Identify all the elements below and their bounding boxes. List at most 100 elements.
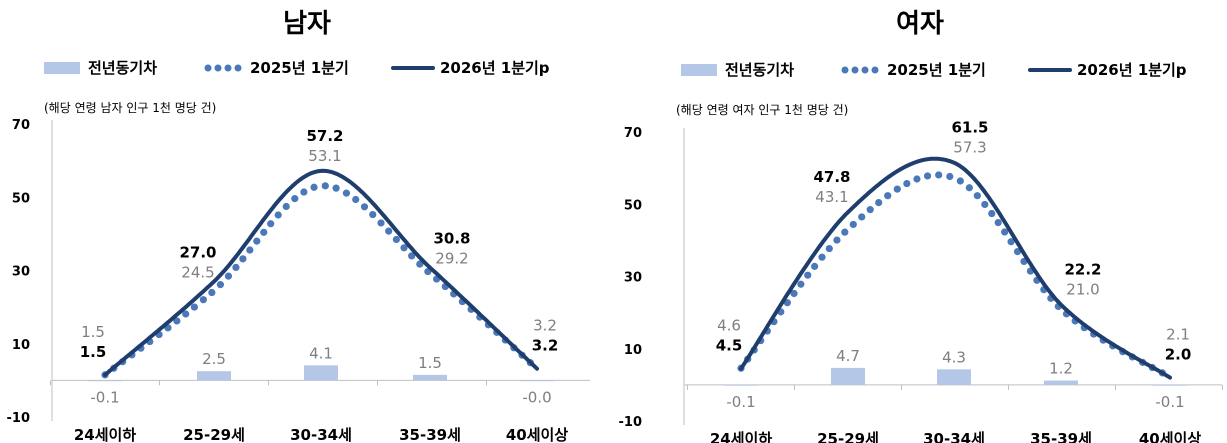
legend-bar-swatch bbox=[44, 62, 80, 74]
series-2025-dot bbox=[260, 228, 268, 236]
bar-yoy-diff bbox=[88, 380, 122, 382]
series-2025-dot bbox=[291, 195, 299, 203]
x-category-label: 35-39세 bbox=[1030, 430, 1092, 443]
y-tick-label: 50 bbox=[624, 198, 642, 213]
series-2025-dot bbox=[416, 260, 424, 268]
series-2025-dot bbox=[903, 179, 911, 188]
bar-yoy-diff bbox=[937, 369, 971, 385]
series-2025-dot bbox=[1007, 238, 1015, 246]
y-tick-label: 10 bbox=[624, 343, 642, 358]
series-2026-label: 47.8 bbox=[813, 168, 850, 186]
series-2025-dot bbox=[408, 252, 416, 260]
series-2025-dot bbox=[946, 172, 954, 181]
series-2026-label: 30.8 bbox=[433, 230, 470, 248]
bar-value-label: 2.5 bbox=[202, 350, 226, 368]
series-2025-dot bbox=[321, 182, 329, 190]
y-tick-label: 30 bbox=[624, 271, 642, 286]
bar-yoy-diff bbox=[1044, 380, 1078, 385]
bar-yoy-diff bbox=[831, 367, 865, 385]
series-2025-dot bbox=[833, 236, 841, 244]
series-2025-dot bbox=[267, 220, 275, 228]
series-2025-dot bbox=[994, 218, 1002, 227]
series-2025-dot bbox=[352, 195, 360, 204]
series-2025-dot bbox=[385, 227, 393, 235]
series-2026-label: 1.5 bbox=[80, 343, 107, 361]
series-2025-dot bbox=[818, 253, 826, 261]
series-2025-dot bbox=[332, 184, 340, 192]
series-2025-dot bbox=[923, 172, 932, 180]
series-2025-dot bbox=[866, 206, 874, 214]
series-2025-label: 24.5 bbox=[181, 263, 214, 281]
legend-dot-marker bbox=[204, 64, 212, 72]
legend-line-label: 2026년 1분기p bbox=[1077, 61, 1187, 79]
series-2025-dot bbox=[173, 317, 181, 325]
series-2025-label: 43.1 bbox=[815, 188, 848, 206]
x-category-label: 35-39세 bbox=[399, 426, 461, 443]
series-2025-dot bbox=[988, 209, 996, 218]
series-2025-dot bbox=[369, 210, 377, 219]
series-2025-dot bbox=[300, 188, 308, 196]
series-2026-label: 2.0 bbox=[1165, 346, 1192, 364]
series-2026-line bbox=[739, 156, 1172, 380]
chart-title: 남자 bbox=[283, 9, 331, 39]
bar-yoy-diff bbox=[304, 365, 338, 381]
series-2025-dot bbox=[239, 255, 247, 263]
bar-yoy-diff bbox=[724, 384, 758, 386]
series-2025-dot bbox=[875, 198, 883, 207]
series-2025-dot bbox=[935, 171, 943, 179]
legend-line-label: 2026년 1분기p bbox=[440, 59, 550, 77]
y-tick-label: 70 bbox=[12, 118, 30, 133]
series-2025-label: 57.3 bbox=[953, 139, 986, 157]
series-2025-dot bbox=[825, 244, 833, 253]
series-2026-label: 27.0 bbox=[179, 243, 216, 261]
legend-dot-marker bbox=[861, 66, 869, 74]
chart-title: 여자 bbox=[896, 9, 944, 39]
series-2025-dot bbox=[392, 235, 400, 244]
legend-bar-swatch bbox=[681, 64, 717, 76]
series-2025-dot bbox=[199, 296, 207, 304]
legend-dot-marker bbox=[214, 64, 222, 72]
unit-note: (해당 연령 남자 인구 1천 명당 건) bbox=[44, 100, 216, 115]
legend-bar-label: 전년동기차 bbox=[88, 59, 157, 77]
series-2025-dot bbox=[246, 246, 254, 254]
y-tick-label: 70 bbox=[624, 126, 642, 141]
series-2025-dot bbox=[216, 281, 225, 289]
series-2025-label: 1.5 bbox=[81, 323, 105, 341]
y-tick-label: -10 bbox=[7, 411, 31, 426]
series-2025-dot bbox=[973, 192, 981, 200]
series-2025-dot bbox=[232, 263, 240, 272]
bar-yoy-diff bbox=[413, 374, 447, 381]
series-2025-label: 4.6 bbox=[717, 317, 741, 335]
series-2025-dot bbox=[849, 220, 857, 229]
x-category-label: 40세이상 bbox=[506, 426, 568, 443]
bar-value-label: -0.1 bbox=[726, 393, 755, 411]
series-2025-dot bbox=[858, 213, 866, 221]
series-2025-dot bbox=[360, 203, 369, 211]
legend-dot-marker bbox=[224, 64, 232, 72]
series-2026-label: 22.2 bbox=[1064, 261, 1101, 279]
x-category-label: 40세이상 bbox=[1139, 430, 1201, 443]
series-2025-label: 2.1 bbox=[1166, 326, 1190, 344]
series-2025-dot bbox=[182, 310, 190, 318]
bar-value-label: 1.2 bbox=[1049, 360, 1073, 378]
x-category-label: 25-29세 bbox=[183, 426, 245, 443]
legend-dot-label: 2025년 1분기 bbox=[887, 61, 986, 79]
series-2025-dot bbox=[841, 228, 849, 236]
series-2025-dot bbox=[965, 184, 973, 192]
series-2026-label: 4.5 bbox=[716, 337, 743, 355]
series-2026-line bbox=[103, 168, 539, 377]
y-tick-label: -10 bbox=[619, 415, 643, 430]
series-2025-dot bbox=[224, 272, 233, 280]
series-2025-label: 21.0 bbox=[1066, 281, 1099, 299]
series-2025-dot bbox=[208, 288, 216, 297]
series-2025-dot bbox=[804, 271, 812, 279]
series-2025-dot bbox=[400, 244, 408, 252]
bar-value-label: -0.0 bbox=[522, 388, 551, 406]
y-tick-label: 10 bbox=[12, 338, 30, 353]
legend-dot-marker bbox=[841, 66, 849, 74]
series-2025-dot bbox=[981, 200, 989, 209]
bar-value-label: 4.1 bbox=[309, 344, 333, 362]
series-2025-dot bbox=[1013, 248, 1022, 256]
